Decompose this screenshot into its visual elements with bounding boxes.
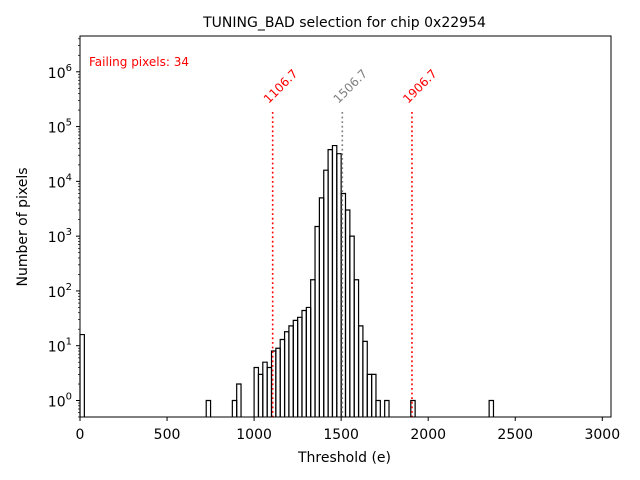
histogram-bin: [205, 399, 212, 417]
histogram-bin: [375, 399, 381, 417]
x-tick-label: 2500: [497, 427, 533, 443]
x-tick-label: 2000: [410, 427, 446, 443]
y-tick-label: 100: [48, 392, 72, 411]
y-tick-exponent: 2: [66, 282, 72, 293]
failing-pixels-annotation: Failing pixels: 34: [89, 55, 189, 69]
axes: 0 500 1000 1500 2000 2500 30001001011021031041…: [48, 35, 620, 443]
y-tick-label: 101: [48, 337, 72, 356]
histogram-bin: [410, 399, 416, 417]
histogram-bin: [488, 399, 495, 417]
y-tick-base: 10: [48, 66, 66, 82]
histogram-bars: [79, 144, 495, 417]
histogram-bin: [384, 399, 390, 417]
y-tick-exponent: 5: [66, 118, 72, 129]
y-tick-base: 10: [48, 395, 66, 411]
y-tick-exponent: 3: [66, 227, 72, 238]
histogram-bin: [371, 373, 377, 417]
y-tick-label: 105: [48, 118, 72, 137]
y-tick-base: 10: [48, 175, 66, 191]
y-tick-label: 103: [48, 227, 72, 246]
y-axis-label: Number of pixels: [15, 167, 31, 286]
y-tick-label: 104: [48, 172, 72, 191]
y-tick-label: 102: [48, 282, 72, 301]
x-tick-label: 1000: [236, 427, 272, 443]
annotation-layer: Failing pixels: 34: [89, 55, 189, 69]
x-tick-label: 3000: [584, 427, 620, 443]
y-tick-label: 106: [48, 63, 72, 82]
y-tick-exponent: 0: [66, 392, 72, 403]
x-tick-label: 0: [76, 427, 85, 443]
y-tick-base: 10: [48, 121, 66, 137]
y-tick-exponent: 6: [66, 63, 72, 74]
y-tick-base: 10: [48, 230, 66, 246]
x-tick-label: 1500: [323, 427, 359, 443]
y-tick-base: 10: [48, 340, 66, 356]
plot-frame: [79, 35, 612, 418]
y-tick-base: 10: [48, 285, 66, 301]
histogram-bin: [236, 383, 242, 417]
y-tick-exponent: 4: [66, 172, 72, 183]
chart-title: TUNING_BAD selection for chip 0x22954: [202, 15, 486, 31]
x-tick-label: 500: [154, 427, 181, 443]
y-tick-exponent: 1: [66, 337, 72, 348]
x-axis-label: Threshold (e): [297, 450, 391, 466]
